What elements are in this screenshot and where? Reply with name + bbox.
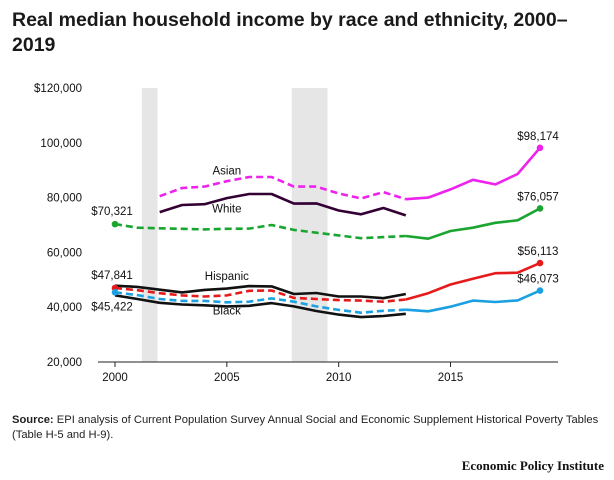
white-series-dashed-line	[114, 222, 406, 240]
asian-end-point	[536, 144, 544, 152]
series-label-asian: Asian	[212, 165, 241, 177]
y-tick-label: 60,000	[47, 247, 82, 259]
asian-series-line	[405, 146, 541, 201]
hispanic-end-point	[536, 259, 544, 267]
white-start-label: $70,321	[91, 206, 133, 218]
data-labels: Asian White Hispanic Black $98,174 $70,321 $76…	[91, 131, 559, 318]
series-lines	[111, 144, 544, 319]
white-start-point	[111, 220, 119, 228]
x-axis: 2000 2005 2010 2015	[98, 361, 558, 384]
asian-series-dashed-line	[159, 175, 407, 201]
y-tick-label: 100,000	[40, 138, 82, 150]
x-tick-label: 2010	[326, 372, 352, 384]
series-label-hispanic: Hispanic	[205, 271, 249, 283]
source-text: EPI analysis of Current Population Surve…	[12, 414, 599, 441]
x-tick-label: 2005	[214, 372, 240, 384]
white-series-line-2002-2013	[159, 192, 407, 217]
black-end-label: $46,073	[517, 274, 559, 286]
black-series-line-2000-2013	[114, 294, 406, 319]
black-start-point	[111, 289, 119, 296]
y-tick-label: 20,000	[47, 357, 82, 369]
black-series-dashed-line	[114, 291, 406, 314]
y-tick-label: 80,000	[47, 193, 82, 205]
recession-band-0	[141, 88, 158, 362]
recession-shading	[141, 88, 328, 362]
y-tick-label: $120,000	[34, 83, 82, 95]
series-label-black: Black	[213, 306, 241, 318]
y-axis: 20,000 40,000 60,000 80,000 100,000 $120,000	[34, 83, 82, 369]
line-chart: 20,00040,00060,00080,000100,000$120,000 …	[34, 83, 559, 384]
hispanic-series-line	[405, 261, 541, 301]
source-note: Source: EPI analysis of Current Populati…	[12, 413, 602, 443]
asian-end-label: $98,174	[517, 131, 559, 143]
recession-band-1	[291, 88, 328, 362]
series-label-white: White	[212, 204, 241, 216]
black-start-label: $45,422	[91, 301, 133, 313]
black-end-point	[536, 287, 544, 294]
white-series-line	[405, 207, 541, 240]
hispanic-end-label: $56,113	[518, 246, 559, 258]
x-tick-label: 2015	[438, 372, 464, 384]
black-series-line	[405, 289, 541, 313]
x-tick-label: 2000	[102, 372, 128, 384]
hispanic-start-label: $47,841	[91, 270, 133, 282]
hispanic-series-line-2000-2013	[114, 284, 407, 300]
publisher-logo: Economic Policy Institute	[461, 458, 604, 473]
source-label: Source:	[12, 414, 54, 426]
white-end-label: $76,057	[517, 191, 559, 203]
y-tick-label: 40,000	[47, 302, 82, 314]
hispanic-series-dashed-line	[114, 286, 406, 303]
chart-title: Real median household income by race and…	[12, 9, 568, 56]
white-end-point	[536, 205, 544, 212]
